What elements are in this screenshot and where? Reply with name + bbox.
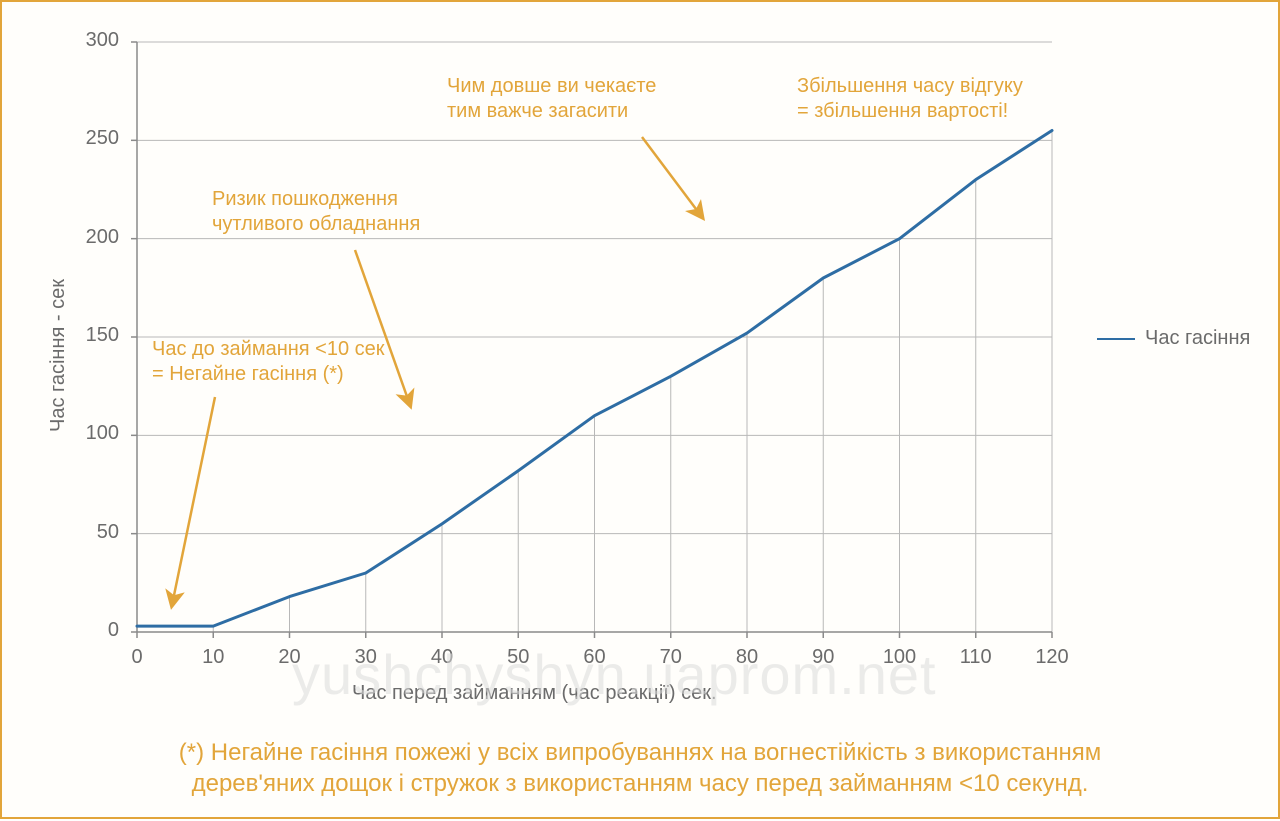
x-tick: 10	[188, 646, 238, 669]
y-tick: 150	[59, 324, 119, 347]
footnote: (*) Негайне гасіння пожежі у всіх випроб…	[2, 737, 1278, 799]
annotation-a2: Ризик пошкодженнячутливого обладнання	[212, 187, 420, 237]
annotation-a4: Збільшення часу відгуку= збільшення варт…	[797, 74, 1023, 124]
y-tick: 300	[59, 29, 119, 52]
legend-swatch	[1097, 338, 1135, 340]
legend-label: Час гасіння	[1145, 327, 1250, 350]
x-tick: 0	[112, 646, 162, 669]
x-tick: 110	[951, 646, 1001, 669]
y-tick: 250	[59, 127, 119, 150]
y-tick: 200	[59, 226, 119, 249]
y-tick: 0	[59, 619, 119, 642]
annotation-a3: Чим довше ви чекаєтетим важче загасити	[447, 74, 656, 124]
watermark: yushchyshyn.uaprom.net	[292, 642, 937, 707]
x-tick: 120	[1027, 646, 1077, 669]
legend: Час гасіння	[1097, 327, 1250, 350]
annotation-a1: Час до займання <10 сек= Негайне гасіння…	[152, 337, 385, 387]
y-tick: 50	[59, 521, 119, 544]
y-tick: 100	[59, 422, 119, 445]
y-axis-label: Час гасіння - сек	[47, 279, 70, 432]
chart-frame: Час гасіння - сек Час перед займанням (ч…	[0, 0, 1280, 819]
